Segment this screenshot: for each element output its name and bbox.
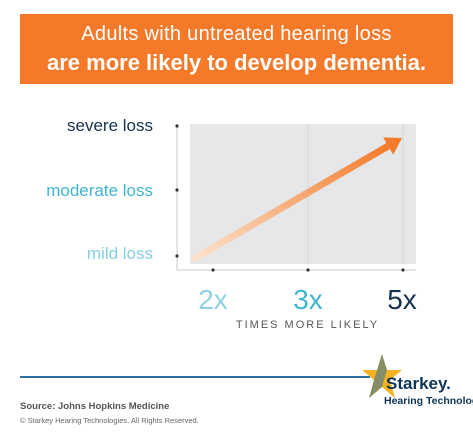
x-label-5x: 5x: [387, 284, 417, 315]
x-tick-3x: [306, 268, 310, 272]
headline-banner: Adults with untreated hearing loss are m…: [20, 14, 453, 84]
trend-arrow-head: [383, 137, 402, 155]
headline-line-2: are more likely to develop dementia.: [46, 50, 427, 75]
footer-divider: [20, 376, 370, 378]
source-text: Source: Johns Hopkins Medicine: [20, 401, 170, 412]
x-label-2x: 2x: [198, 284, 228, 315]
y-label-mild-loss: mild loss: [86, 244, 153, 263]
y-tick-moderate: [175, 188, 179, 192]
y-label-moderate-loss: moderate loss: [46, 181, 153, 200]
x-tick-2x: [211, 268, 215, 272]
x-axis-title: TIMES MORE LIKELY: [235, 319, 380, 331]
x-label-3x: 3x: [293, 284, 323, 315]
logo-name: Starkey.: [386, 374, 451, 393]
y-tick-severe: [175, 124, 179, 128]
y-label-severe-loss: severe loss: [67, 116, 153, 135]
x-tick-5x: [401, 268, 405, 272]
trend-arrow-line: [190, 143, 390, 264]
copyright-text: © Starkey Hearing Technologies. All Righ…: [20, 416, 199, 425]
starkey-logo: Starkey. Hearing Technologies: [362, 352, 473, 414]
headline-line-1: Adults with untreated hearing loss: [81, 23, 392, 45]
logo-tagline: Hearing Technologies: [384, 395, 473, 407]
star-icon: [362, 354, 402, 398]
y-tick-mild: [175, 254, 179, 258]
